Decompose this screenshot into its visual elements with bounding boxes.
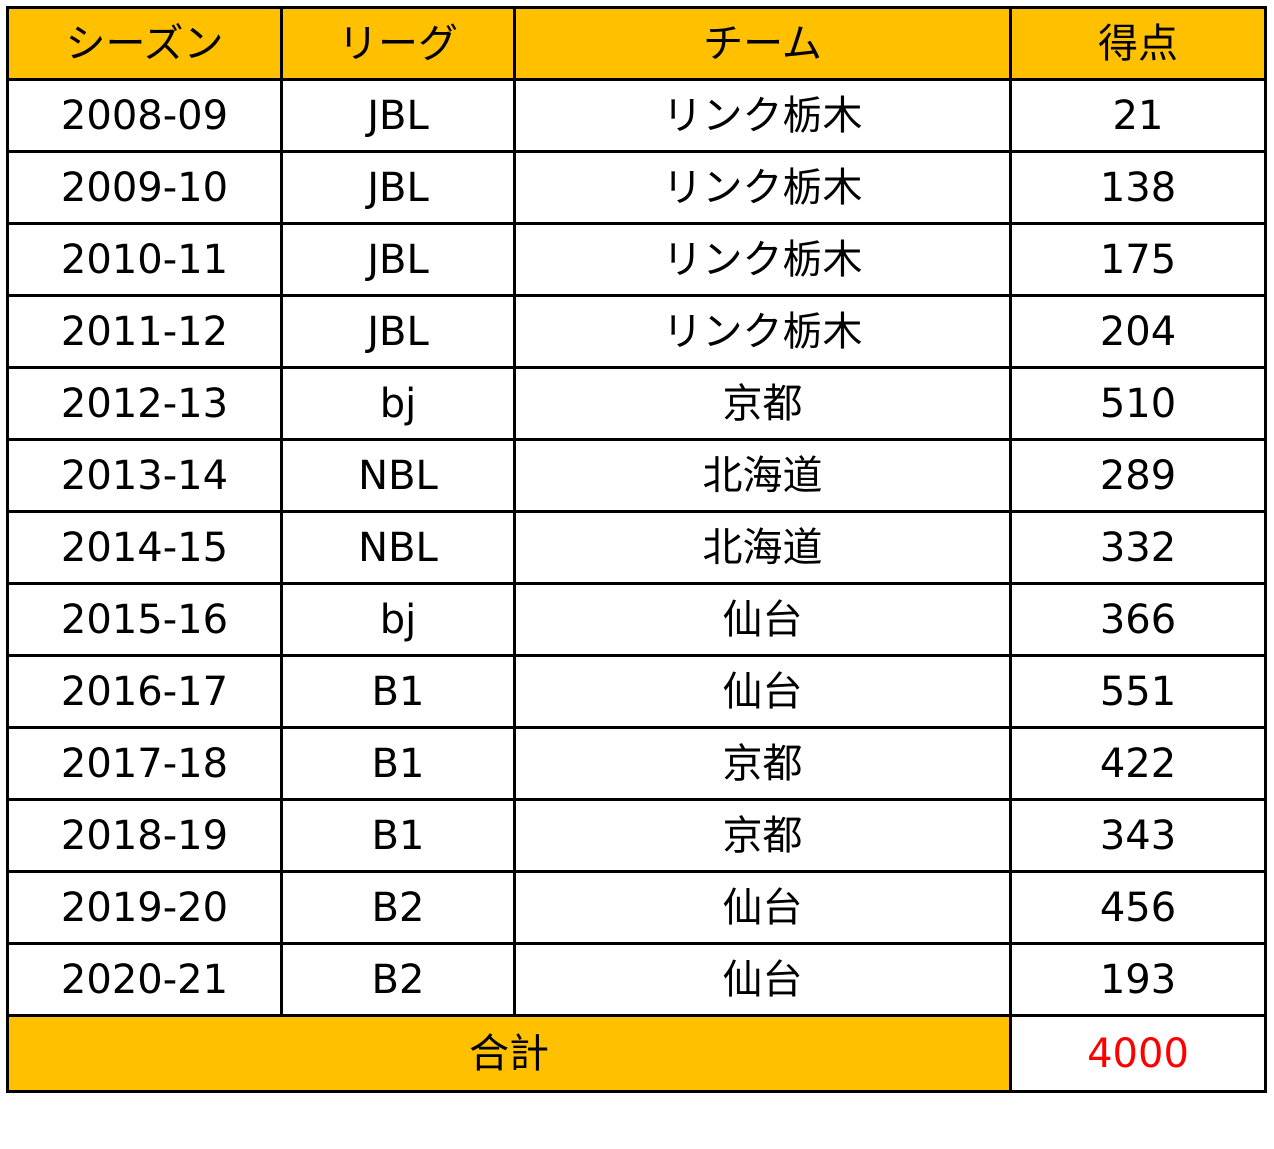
header-league: リーグ xyxy=(280,6,516,81)
cell-team: 仙台 xyxy=(513,654,1012,729)
table-row: 2016-17 B1 仙台 551 xyxy=(6,654,1267,729)
table-body: 2008-09 JBL リンク栃木 21 2009-10 JBL リンク栃木 138 2010-… xyxy=(6,78,1267,1017)
cell-points: 193 xyxy=(1009,942,1267,1017)
cell-league: B1 xyxy=(280,654,516,729)
cell-league: B1 xyxy=(280,798,516,873)
total-label: 合計 xyxy=(6,1014,1012,1093)
cell-points: 204 xyxy=(1009,294,1267,369)
table-row: 2015-16 bj 仙台 366 xyxy=(6,582,1267,657)
cell-points: 456 xyxy=(1009,870,1267,945)
cell-league: NBL xyxy=(280,510,516,585)
cell-team: リンク栃木 xyxy=(513,294,1012,369)
table-row: 2018-19 B1 京都 343 xyxy=(6,798,1267,873)
table-row: 2008-09 JBL リンク栃木 21 xyxy=(6,78,1267,153)
cell-points: 343 xyxy=(1009,798,1267,873)
table-row: 2014-15 NBL 北海道 332 xyxy=(6,510,1267,585)
header-row: シーズン リーグ チーム 得点 xyxy=(6,6,1267,81)
cell-season: 2018-19 xyxy=(6,798,283,873)
cell-team: 京都 xyxy=(513,726,1012,801)
table-row: 2010-11 JBL リンク栃木 175 xyxy=(6,222,1267,297)
cell-league: B2 xyxy=(280,870,516,945)
cell-team: 京都 xyxy=(513,366,1012,441)
total-value: 4000 xyxy=(1009,1014,1267,1093)
header-points: 得点 xyxy=(1009,6,1267,81)
cell-season: 2013-14 xyxy=(6,438,283,513)
cell-points: 551 xyxy=(1009,654,1267,729)
cell-points: 138 xyxy=(1009,150,1267,225)
header-team: チーム xyxy=(513,6,1012,81)
cell-points: 332 xyxy=(1009,510,1267,585)
cell-league: JBL xyxy=(280,294,516,369)
cell-season: 2019-20 xyxy=(6,870,283,945)
cell-points: 21 xyxy=(1009,78,1267,153)
table-row: 2009-10 JBL リンク栃木 138 xyxy=(6,150,1267,225)
cell-team: 仙台 xyxy=(513,582,1012,657)
cell-season: 2009-10 xyxy=(6,150,283,225)
cell-team: リンク栃木 xyxy=(513,150,1012,225)
cell-season: 2017-18 xyxy=(6,726,283,801)
cell-season: 2011-12 xyxy=(6,294,283,369)
cell-points: 175 xyxy=(1009,222,1267,297)
table-row: 2013-14 NBL 北海道 289 xyxy=(6,438,1267,513)
table-row: 2020-21 B2 仙台 193 xyxy=(6,942,1267,1017)
cell-league: bj xyxy=(280,582,516,657)
score-table-container: シーズン リーグ チーム 得点 2008-09 JBL リンク栃木 21 2009-10… xyxy=(6,6,1267,1093)
cell-points: 510 xyxy=(1009,366,1267,441)
cell-league: JBL xyxy=(280,150,516,225)
cell-points: 422 xyxy=(1009,726,1267,801)
cell-points: 289 xyxy=(1009,438,1267,513)
cell-team: 仙台 xyxy=(513,870,1012,945)
cell-league: B2 xyxy=(280,942,516,1017)
table-row: 2017-18 B1 京都 422 xyxy=(6,726,1267,801)
cell-season: 2012-13 xyxy=(6,366,283,441)
table-footer: 合計 4000 xyxy=(6,1014,1267,1093)
cell-team: リンク栃木 xyxy=(513,78,1012,153)
cell-team: 京都 xyxy=(513,798,1012,873)
table-row: 2019-20 B2 仙台 456 xyxy=(6,870,1267,945)
cell-league: NBL xyxy=(280,438,516,513)
cell-league: JBL xyxy=(280,78,516,153)
score-table: シーズン リーグ チーム 得点 2008-09 JBL リンク栃木 21 2009-10… xyxy=(6,6,1267,1093)
cell-points: 366 xyxy=(1009,582,1267,657)
cell-team: 北海道 xyxy=(513,438,1012,513)
cell-league: JBL xyxy=(280,222,516,297)
cell-season: 2008-09 xyxy=(6,78,283,153)
cell-season: 2020-21 xyxy=(6,942,283,1017)
cell-team: 仙台 xyxy=(513,942,1012,1017)
table-row: 2011-12 JBL リンク栃木 204 xyxy=(6,294,1267,369)
total-row: 合計 4000 xyxy=(6,1014,1267,1093)
cell-league: bj xyxy=(280,366,516,441)
cell-season: 2014-15 xyxy=(6,510,283,585)
table-header: シーズン リーグ チーム 得点 xyxy=(6,6,1267,81)
header-season: シーズン xyxy=(6,6,283,81)
cell-team: リンク栃木 xyxy=(513,222,1012,297)
cell-season: 2015-16 xyxy=(6,582,283,657)
cell-team: 北海道 xyxy=(513,510,1012,585)
cell-league: B1 xyxy=(280,726,516,801)
table-row: 2012-13 bj 京都 510 xyxy=(6,366,1267,441)
cell-season: 2010-11 xyxy=(6,222,283,297)
cell-season: 2016-17 xyxy=(6,654,283,729)
